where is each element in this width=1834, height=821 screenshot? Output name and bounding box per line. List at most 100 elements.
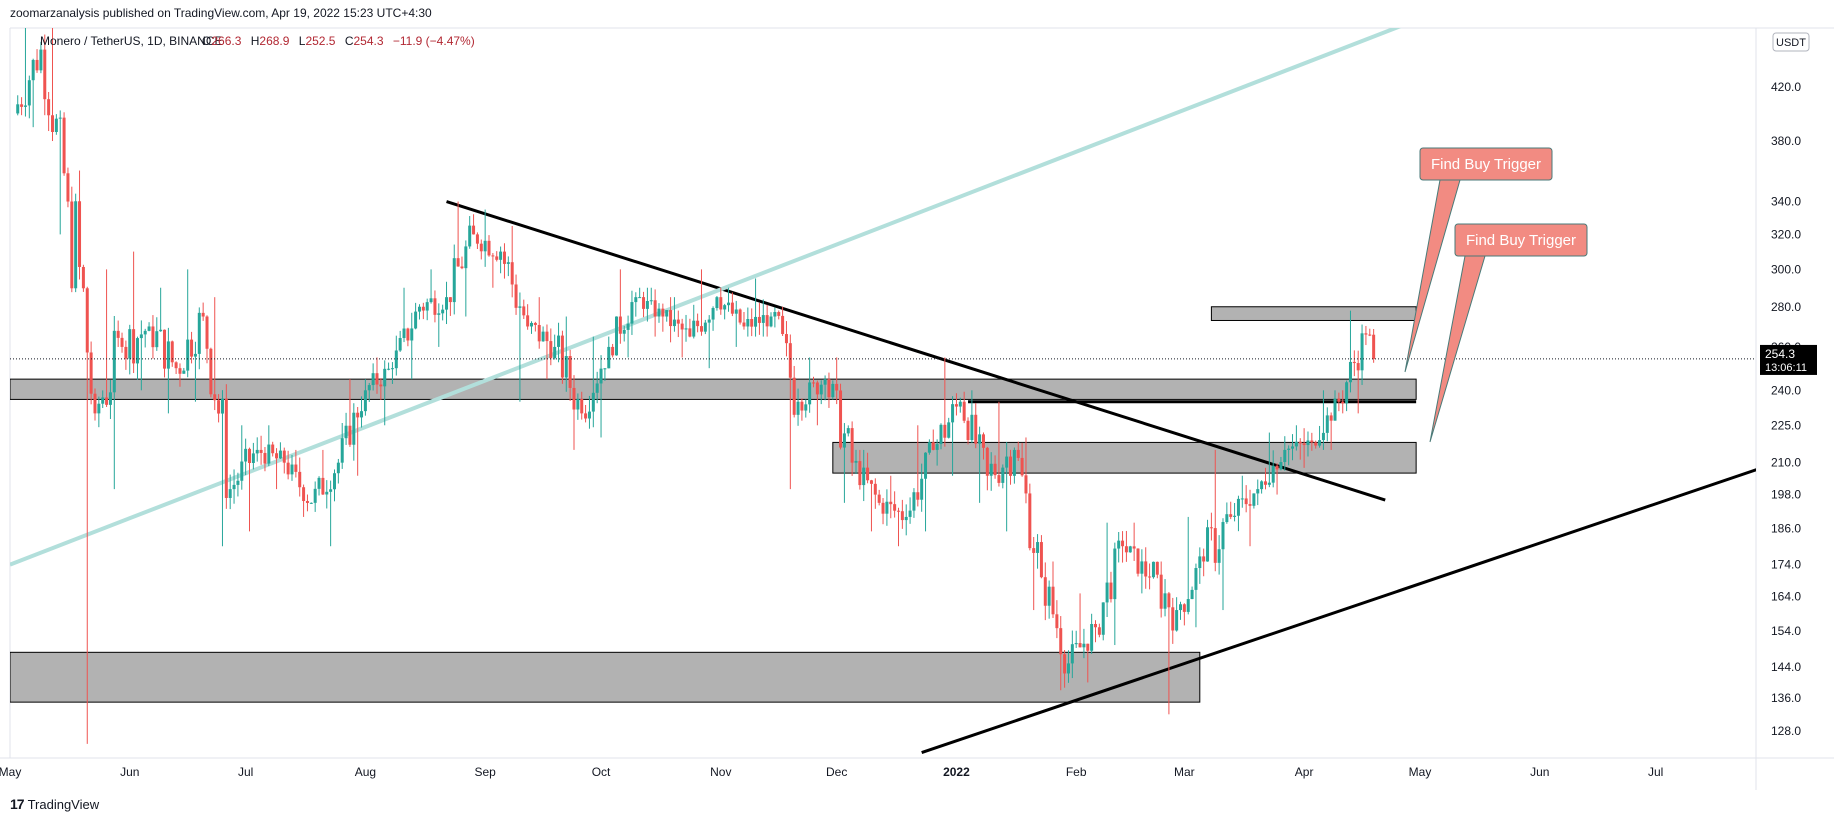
candle-body — [43, 49, 47, 100]
candle-body — [634, 297, 638, 303]
candle-body — [1306, 440, 1310, 446]
candle-body — [437, 313, 441, 315]
candle-body — [1198, 556, 1202, 569]
candle-body — [448, 297, 452, 303]
candle-body — [989, 463, 993, 476]
currency-badge[interactable] — [1772, 32, 1810, 52]
candle-body — [587, 411, 591, 419]
candle-body — [626, 323, 630, 330]
candle-body — [1190, 589, 1194, 600]
candle-body — [1217, 549, 1221, 563]
candle-body — [336, 462, 340, 474]
candle-body — [514, 284, 518, 308]
candle-body — [1094, 624, 1098, 628]
candle-body — [39, 49, 43, 71]
candle-body — [688, 328, 692, 337]
y-tick-label: 186.0 — [1771, 521, 1801, 535]
candle-body — [186, 339, 190, 371]
candle-body — [808, 382, 812, 405]
candle-body — [719, 297, 723, 310]
candle-body — [1256, 489, 1260, 494]
candle-body — [305, 501, 309, 503]
currency-label: USDT — [1776, 37, 1806, 49]
candle-body — [904, 516, 908, 521]
candle-body — [869, 480, 873, 484]
candle-body — [128, 329, 132, 359]
candle-body — [62, 117, 66, 174]
candle-body — [1229, 514, 1233, 517]
tradingview-logo-icon[interactable]: 17 — [10, 796, 25, 812]
y-tick-label: 240.0 — [1771, 383, 1801, 397]
candle-body — [228, 489, 232, 498]
candle-body — [1005, 456, 1009, 468]
candle-body — [1178, 604, 1182, 611]
candle-body — [526, 315, 530, 327]
candle-body — [178, 368, 182, 374]
candle-body — [893, 504, 897, 511]
candle-body — [1175, 610, 1179, 631]
candle-body — [313, 488, 317, 503]
candle-body — [387, 368, 391, 370]
candle-body — [1155, 561, 1159, 575]
candle-body — [363, 390, 367, 412]
candle-body — [1171, 607, 1175, 631]
candle-body — [255, 449, 259, 454]
candle-body — [329, 489, 333, 492]
candle-body — [854, 461, 858, 463]
candle-body — [1186, 599, 1190, 612]
candle-body — [124, 346, 128, 359]
candle-body — [356, 412, 360, 418]
candle-body — [981, 434, 985, 448]
candle-body — [642, 297, 646, 309]
candle-body — [680, 323, 684, 330]
x-tick-label: Dec — [826, 765, 847, 779]
candle-body — [217, 400, 221, 414]
candle-body — [321, 477, 325, 495]
candle-body — [1051, 586, 1055, 615]
candle-body — [66, 173, 70, 202]
candle-body — [715, 297, 719, 309]
tradingview-brand[interactable]: TradingView — [27, 796, 100, 812]
price-tag-countdown: 13:06:11 — [1765, 362, 1807, 374]
candle-body — [611, 346, 615, 356]
candle-body — [777, 312, 781, 316]
y-tick-label: 136.0 — [1771, 691, 1801, 705]
ohlc-legend: O266.3 H268.9 L252.5 C254.3 −11.9 (−4.47… — [202, 34, 475, 48]
candle-body — [723, 305, 727, 310]
candle-body — [89, 352, 93, 394]
candle-body — [572, 387, 576, 410]
candle-body — [754, 316, 758, 327]
candle-body — [885, 501, 889, 514]
y-tick-label: 320.0 — [1771, 227, 1801, 241]
candle-body — [584, 413, 588, 419]
x-tick-label: Sep — [474, 765, 496, 779]
candle-body — [846, 428, 850, 434]
candle-body — [823, 379, 827, 385]
candle-body — [1194, 568, 1198, 590]
candle-body — [997, 475, 1001, 483]
candle-body — [889, 501, 893, 505]
candle-body — [1009, 456, 1013, 476]
candle-body — [734, 309, 738, 314]
candle-body — [738, 309, 742, 323]
candle-body — [375, 373, 379, 385]
candle-body — [174, 362, 178, 369]
candle-body — [618, 316, 622, 334]
candle-body — [866, 467, 870, 481]
candle-body — [1074, 643, 1078, 645]
candle-body — [757, 316, 761, 323]
candle-body — [360, 411, 364, 418]
candle-body — [645, 301, 649, 309]
candle-body — [908, 510, 912, 517]
candle-body — [684, 328, 688, 330]
price-chart[interactable]: Find Buy Trigger Find Buy Trigger 128.0 13… — [0, 0, 1834, 790]
candle-body — [1121, 540, 1125, 547]
candle-body — [800, 401, 804, 411]
candle-body — [842, 433, 846, 448]
candle-body — [224, 398, 228, 498]
candle-body — [193, 353, 197, 357]
candle-body — [105, 397, 109, 405]
candle-body — [1287, 448, 1291, 450]
candle-body — [151, 326, 155, 348]
candle-body — [672, 319, 676, 327]
